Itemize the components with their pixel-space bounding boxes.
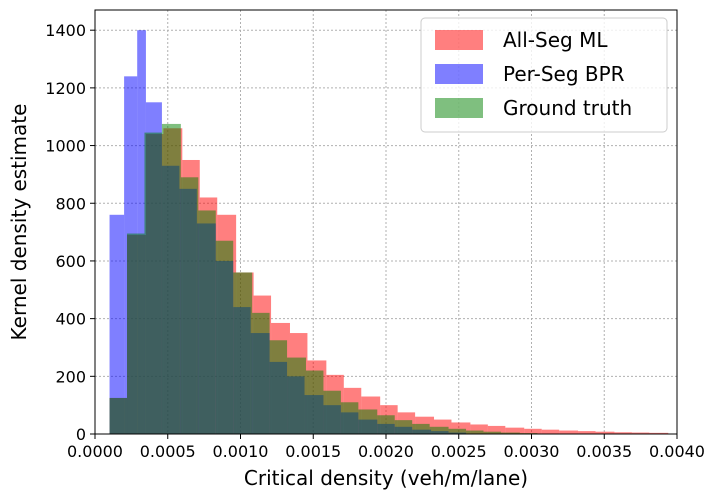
histogram-bar — [109, 397, 128, 434]
histogram-bar — [109, 214, 125, 434]
y-tick-label: 1000 — [45, 137, 86, 156]
legend-swatch — [435, 30, 483, 50]
x-tick-label: 0.0030 — [504, 442, 560, 461]
x-tick-label: 0.0010 — [213, 442, 269, 461]
histogram-bar — [233, 272, 253, 434]
y-tick-label: 1200 — [45, 79, 86, 98]
histogram-bar — [524, 428, 542, 434]
histogram-bar — [394, 420, 413, 434]
histogram-bar — [215, 240, 234, 434]
x-tick-label: 0.0035 — [576, 442, 632, 461]
y-axis-label: Kernel density estimate — [7, 104, 31, 341]
histogram-bar — [412, 423, 430, 434]
x-tick-label: 0.0025 — [431, 442, 487, 461]
x-tick-label: 0.0015 — [285, 442, 341, 461]
histogram-bar — [269, 340, 288, 434]
legend-label: Ground truth — [503, 96, 632, 120]
histogram-bar — [505, 427, 525, 434]
y-tick-label: 0 — [76, 425, 86, 444]
histogram-bar — [559, 430, 579, 434]
y-tick-label: 600 — [55, 252, 86, 271]
histogram-bar — [631, 432, 650, 434]
histogram-bar — [595, 431, 615, 434]
histogram-bar — [144, 132, 162, 435]
histogram-bar — [466, 430, 484, 434]
histogram-bar — [180, 177, 199, 434]
y-tick-label: 1400 — [45, 21, 86, 40]
histogram-bar — [137, 30, 146, 434]
x-tick-label: 0.0000 — [67, 442, 123, 461]
legend-label: Per-Seg BPR — [503, 62, 625, 86]
histogram-bars — [109, 30, 669, 435]
histogram-bar — [470, 424, 488, 434]
histogram-bar — [448, 428, 467, 434]
histogram-bar — [483, 431, 501, 434]
y-tick-label: 800 — [55, 194, 86, 213]
histogram-bar — [451, 422, 471, 434]
histogram-bar — [305, 370, 324, 434]
histogram-bar — [377, 415, 395, 434]
y-tick-label: 200 — [55, 367, 86, 386]
histogram-bar — [161, 123, 181, 434]
histogram-bar — [500, 432, 520, 434]
histogram-bar — [578, 431, 596, 434]
y-tick-label: 400 — [55, 310, 86, 329]
histogram-bar — [323, 390, 341, 434]
legend-swatch — [435, 98, 483, 118]
histogram-bar — [649, 432, 669, 434]
histogram-bar — [358, 409, 378, 434]
histogram-bar — [287, 357, 306, 434]
axis-ticks: 0.0000 0.0005 0.0010 0.0015 0.0020 0.0025 0.00… — [45, 21, 705, 461]
histogram-bar — [127, 233, 145, 434]
histogram-bar — [429, 426, 449, 434]
x-tick-label: 0.0020 — [358, 442, 414, 461]
histogram-bar — [252, 312, 270, 434]
legend: All-Seg ML Per-Seg BPR Ground truth — [420, 17, 668, 133]
histogram-bar — [198, 210, 216, 434]
histogram-bar — [541, 429, 560, 434]
x-tick-label: 0.0005 — [140, 442, 196, 461]
x-tick-label: 0.0040 — [649, 442, 705, 461]
histogram-bar — [614, 432, 632, 434]
x-axis-label: Critical density (veh/m/lane) — [244, 466, 528, 490]
histogram-bar — [487, 425, 506, 434]
histogram-bar — [340, 402, 359, 434]
legend-label: All-Seg ML — [503, 28, 608, 52]
legend-swatch — [435, 64, 483, 84]
series-ground-truth — [109, 123, 538, 435]
